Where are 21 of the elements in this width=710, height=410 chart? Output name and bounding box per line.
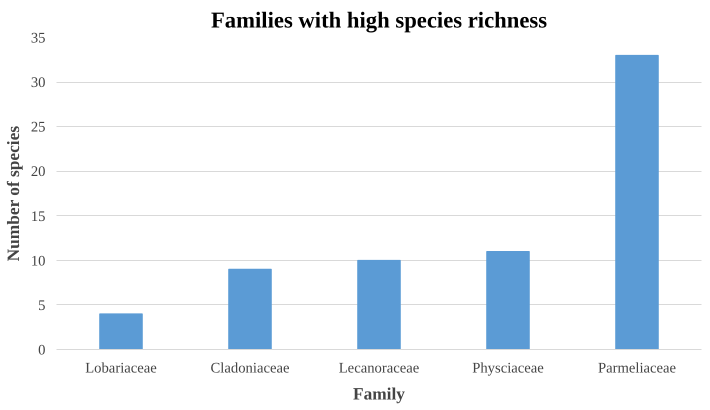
bar: [615, 54, 659, 350]
y-tick-label: 5: [38, 298, 46, 314]
x-tick-label: Parmeliaceae: [598, 360, 676, 376]
y-tick-label: 35: [30, 30, 46, 46]
bar: [99, 313, 143, 350]
bar: [228, 268, 272, 350]
bar: [357, 260, 401, 350]
y-tick-label: 30: [30, 75, 46, 92]
y-tick-label: 20: [30, 164, 46, 180]
chart-title: Families with high species richness: [210, 8, 548, 32]
y-tick-label: 15: [30, 208, 46, 225]
y-tick-label: 10: [30, 253, 46, 270]
x-tick-label: Physciaceae: [472, 360, 544, 376]
y-axis-title: Number of species: [4, 126, 23, 262]
x-tick-label: Lobariaceae: [85, 360, 157, 376]
y-tick-label: 25: [30, 120, 46, 136]
bar: [486, 250, 530, 350]
x-axis-title: Family: [353, 384, 406, 404]
x-tick-label: Cladoniaceae: [210, 360, 290, 376]
x-tick-label: Lecanoraceae: [338, 360, 420, 376]
y-tick-label: 0: [38, 342, 46, 358]
